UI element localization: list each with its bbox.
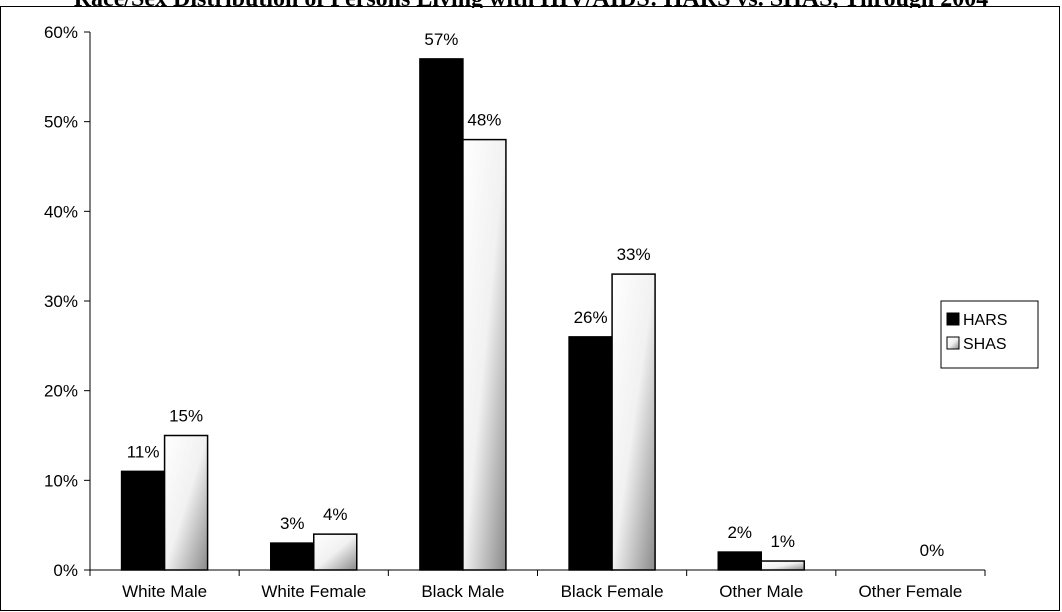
legend-swatch bbox=[946, 312, 960, 326]
data-label: 3% bbox=[280, 514, 305, 533]
data-label: 15% bbox=[169, 407, 203, 426]
y-tick-label: 0% bbox=[53, 561, 78, 580]
bar-shas bbox=[611, 273, 656, 571]
legend-label: SHAS bbox=[963, 336, 1007, 353]
bar-hars bbox=[120, 470, 166, 571]
data-labels: 11% 3% 57% 26% 2% 15% 4% 48% 33% 1% 0% bbox=[127, 30, 945, 560]
data-label: 57% bbox=[424, 30, 458, 49]
data-label: 0% bbox=[920, 541, 945, 560]
bar-shas bbox=[313, 533, 358, 571]
data-label: 26% bbox=[574, 308, 608, 327]
data-label: 2% bbox=[727, 523, 752, 542]
x-tick-label: Black Male bbox=[421, 582, 504, 601]
chart-title: Race/Sex Distribution of Persons Living … bbox=[0, 0, 1062, 8]
y-tick-label: 50% bbox=[44, 113, 78, 132]
bar-hars bbox=[568, 336, 613, 571]
y-tick-label: 60% bbox=[44, 23, 78, 42]
data-label: 11% bbox=[127, 442, 160, 461]
axes: 0% 10% 20% 30% 40% 50% 60% White Male White Fema… bbox=[44, 23, 986, 601]
bar-hars bbox=[717, 551, 762, 571]
data-label: 48% bbox=[467, 111, 501, 130]
legend-label: HARS bbox=[963, 312, 1007, 329]
bar-shas bbox=[462, 138, 507, 571]
legend: HARS SHAS bbox=[940, 300, 1039, 369]
y-tick-label: 20% bbox=[44, 382, 78, 401]
bars bbox=[120, 58, 805, 571]
x-tick-label: Other Male bbox=[719, 582, 803, 601]
x-tick-label: Black Female bbox=[561, 582, 664, 601]
bar-hars bbox=[419, 58, 464, 571]
x-tick-label: White Male bbox=[122, 582, 207, 601]
data-label: 33% bbox=[617, 245, 651, 264]
legend-swatch bbox=[946, 336, 960, 350]
y-tick-label: 10% bbox=[44, 471, 78, 490]
x-tick-label: Other Female bbox=[858, 582, 962, 601]
y-tick-label: 40% bbox=[44, 202, 78, 221]
bar-shas bbox=[760, 560, 805, 571]
x-tick-label: White Female bbox=[261, 582, 366, 601]
data-label: 4% bbox=[323, 505, 348, 524]
bar-shas bbox=[163, 434, 209, 571]
data-label: 1% bbox=[770, 532, 795, 551]
legend-box bbox=[940, 300, 1039, 369]
chart-frame bbox=[0, 6, 1060, 611]
bar-hars bbox=[270, 542, 315, 571]
y-tick-label: 30% bbox=[44, 292, 78, 311]
